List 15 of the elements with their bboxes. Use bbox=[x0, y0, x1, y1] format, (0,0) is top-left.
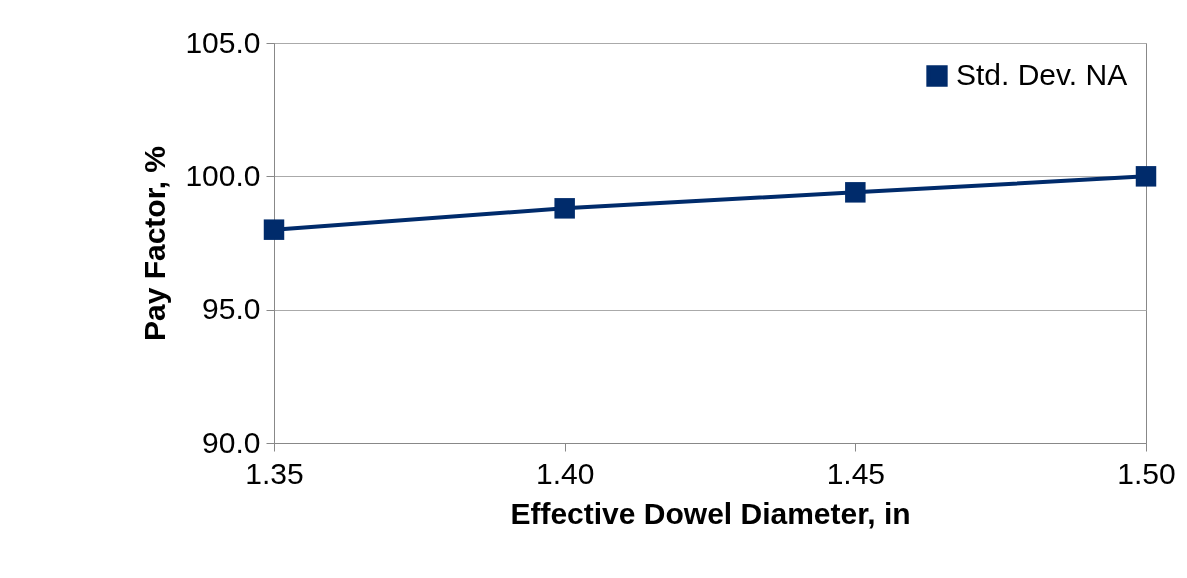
y-tick-label: 90.0 bbox=[202, 425, 261, 459]
y-axis-title: Pay Factor, % bbox=[138, 145, 172, 342]
x-tick-label: 1.50 bbox=[1117, 456, 1176, 490]
y-tick-label: 105.0 bbox=[185, 25, 261, 59]
y-tick-label: 95.0 bbox=[202, 292, 261, 326]
point bbox=[263, 219, 285, 240]
point bbox=[554, 198, 575, 219]
point bbox=[1135, 166, 1157, 187]
legend-label: Std. Dev. NA bbox=[956, 58, 1128, 91]
x-tick-label: 1.40 bbox=[535, 456, 595, 490]
x-tick-label: 1.35 bbox=[245, 456, 304, 490]
y-tick-label: 100.0 bbox=[185, 158, 261, 192]
x-axis-title: Effective Dowel Diameter, in bbox=[510, 496, 911, 530]
point bbox=[845, 182, 866, 203]
x-tick-label: 1.45 bbox=[826, 456, 886, 490]
